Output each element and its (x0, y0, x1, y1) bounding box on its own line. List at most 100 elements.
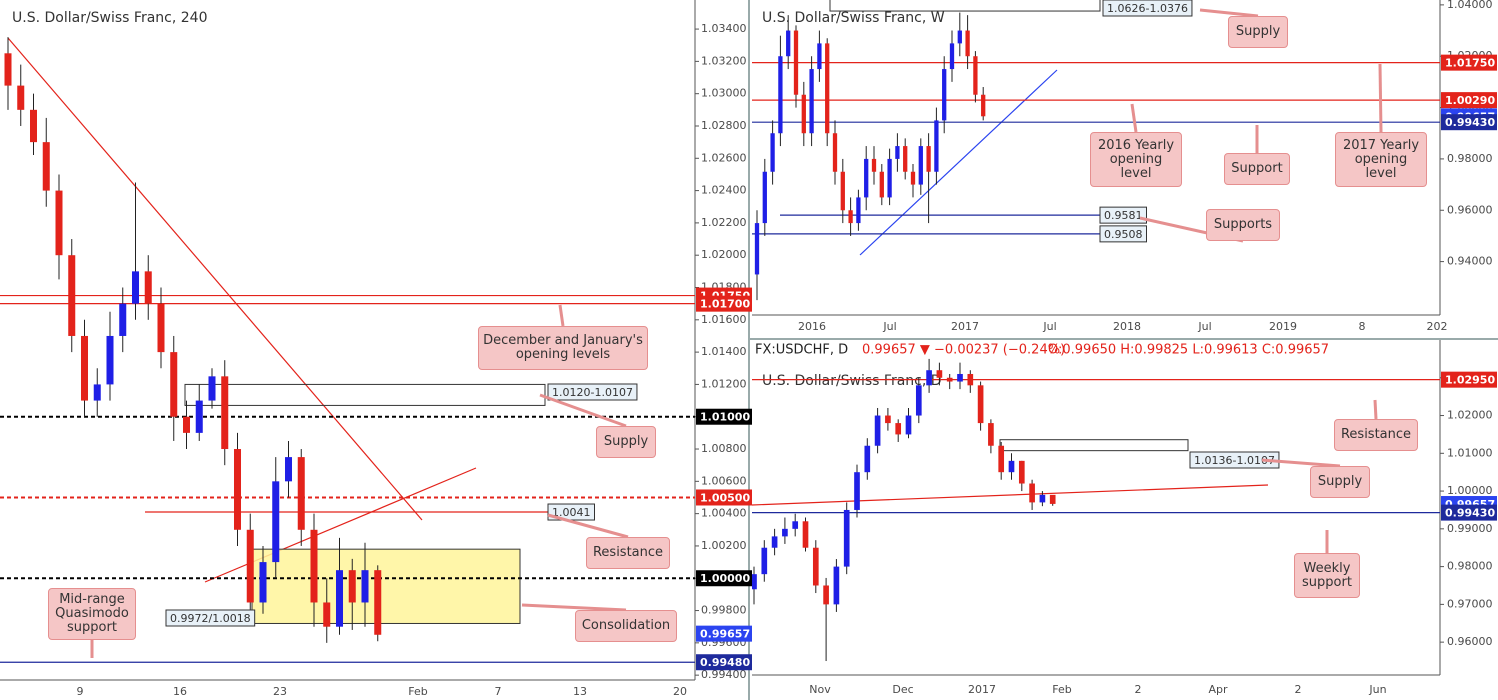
callout-pointer (558, 304, 565, 327)
y-tick-label: 1.02000 (1447, 409, 1493, 422)
candle-body (761, 547, 768, 575)
candle-body (335, 570, 344, 627)
callout: Support (1224, 153, 1290, 185)
x-tick-label: Jul (1197, 320, 1211, 333)
callout: 2017 Yearly opening level (1335, 132, 1427, 187)
y-tick-label: 1.00000 (1447, 484, 1493, 497)
x-tick-label: 8 (1359, 320, 1366, 333)
candle-body (1029, 483, 1035, 503)
price-label: 1.01000 (700, 411, 750, 424)
x-tick-label: 9 (77, 685, 84, 698)
y-tick-label: 1.01400 (701, 345, 747, 358)
candle-body (832, 133, 838, 172)
candle-body (770, 133, 775, 172)
callout: Mid-range Quasimodo support (48, 588, 136, 640)
x-tick-label: Dec (892, 683, 913, 696)
x-tick-label: Jun (1368, 683, 1386, 696)
y-tick-label: 0.98000 (1447, 152, 1493, 165)
zone (184, 383, 546, 406)
price-label: 1.0136-1.0107 (1194, 454, 1275, 467)
candle-body (802, 521, 809, 548)
y-tick-label: 0.99400 (701, 668, 747, 681)
callout: Weekly support (1294, 553, 1360, 598)
candle-body (310, 529, 318, 603)
y-tick-label: 0.97000 (1447, 597, 1493, 610)
x-tick-label: 2017 (951, 320, 979, 333)
candle-body (1008, 460, 1015, 473)
price-label: 0.9972/1.0018 (170, 612, 251, 625)
candle-body (942, 69, 947, 121)
chart-title: U.S. Dollar/Swiss Franc, W (762, 10, 945, 26)
plot (0, 37, 695, 663)
price-label-box (1441, 92, 1497, 109)
y-tick-label: 1.01000 (1447, 446, 1493, 459)
x-tick-label: 2018 (1113, 320, 1141, 333)
callout-pointer (547, 513, 629, 539)
candle-body (17, 85, 25, 110)
candle-body (221, 376, 229, 450)
candle-body (793, 30, 799, 95)
price-label: 1.0120-1.0107 (552, 386, 633, 399)
price-label-box (696, 489, 752, 506)
zone (251, 548, 521, 624)
plot (752, 358, 1440, 662)
candle-body (131, 271, 140, 304)
candle-body (946, 377, 953, 382)
candle-body (809, 69, 814, 134)
callout-pointer (1130, 103, 1138, 133)
candle-body (786, 30, 791, 57)
price-label-box (1441, 371, 1497, 388)
price-label: 0.99657 (700, 628, 750, 641)
y-tick-label: 1.01600 (701, 313, 747, 326)
price-label: 0.9581 (1104, 209, 1143, 222)
callout-pointer (521, 603, 627, 612)
candle-body (374, 570, 382, 635)
x-tick-label: 20 (673, 685, 687, 698)
candle-body (973, 56, 978, 95)
plot (752, 0, 1440, 301)
candle-body (170, 352, 178, 417)
candle-body (792, 521, 799, 529)
x-tick-label: Jul (1042, 320, 1056, 333)
candle-body (825, 43, 830, 134)
callout: Consolidation (575, 610, 677, 642)
candle-body (68, 255, 76, 336)
candle-body (182, 416, 191, 433)
callout: 2016 Yearly opening level (1090, 132, 1182, 187)
candle-body (195, 400, 203, 433)
zone (829, 0, 1101, 12)
x-tick-label: 23 (273, 685, 287, 698)
price-label: 1.02950 (1445, 374, 1495, 387)
price-label: 1.0626-1.0376 (1107, 2, 1188, 15)
candle-body (848, 210, 853, 224)
chart-title: U.S. Dollar/Swiss Franc, D (762, 373, 942, 389)
candle-body (817, 43, 822, 70)
price-label-box (696, 654, 752, 671)
y-tick-label: 0.96000 (1447, 635, 1493, 648)
candle-body (871, 158, 877, 172)
y-tick-label: 1.02400 (701, 184, 747, 197)
candle-body (926, 146, 931, 172)
y-tick-label: 1.03400 (701, 22, 747, 35)
y-tick-label: 1.00800 (701, 442, 747, 455)
callout-pointer (1199, 8, 1259, 18)
x-tick-label: Apr (1208, 683, 1228, 696)
callout: Supply (1228, 16, 1288, 48)
y-tick-label: 1.00600 (701, 474, 747, 487)
candle-body (80, 335, 89, 401)
candle-body (42, 142, 50, 191)
candle-body (895, 423, 902, 435)
candle-body (119, 303, 127, 336)
y-tick-label: 1.00400 (701, 507, 747, 520)
price-label: 1.01750 (1445, 57, 1495, 70)
candle-body (272, 481, 280, 563)
x-tick-label: 2019 (1269, 320, 1297, 333)
candle-body (910, 171, 916, 185)
y-tick-label: 1.03000 (701, 87, 747, 100)
y-tick-label: 0.96000 (1447, 203, 1493, 216)
candle-body (965, 30, 970, 57)
candle-body (840, 171, 845, 211)
candle-body (778, 56, 783, 134)
